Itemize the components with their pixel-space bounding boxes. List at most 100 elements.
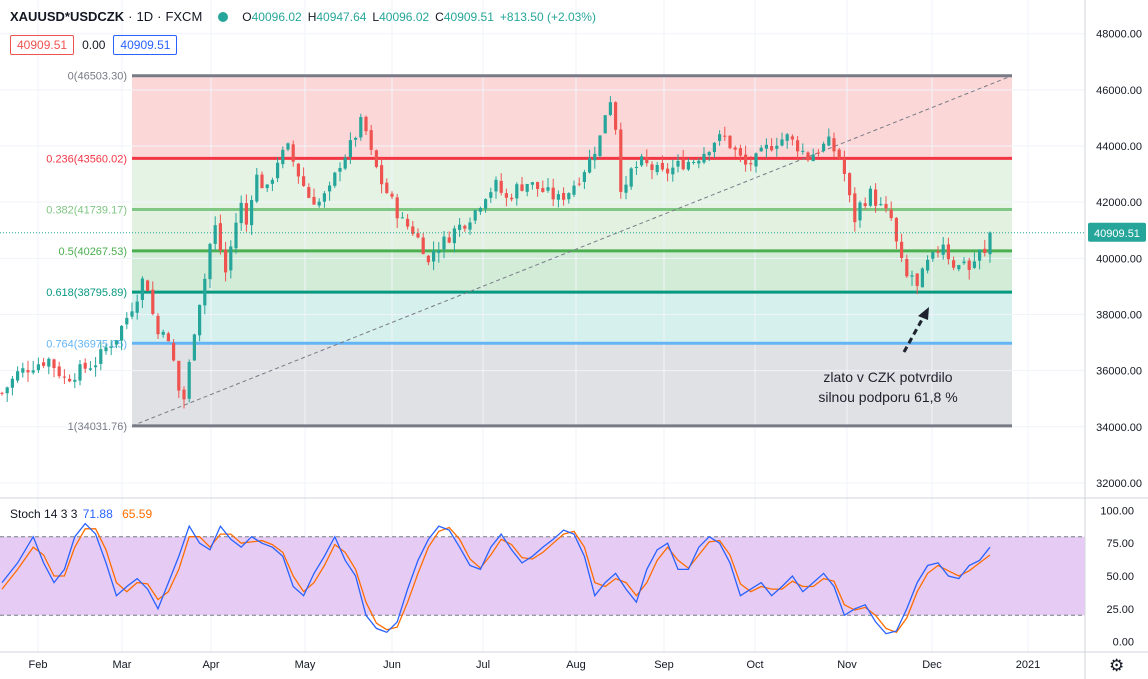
candle-body [166,333,170,342]
candle-body [775,145,779,149]
candle-body [99,349,103,364]
open-value: O40096.02 [242,10,301,24]
candle-body [796,140,800,152]
candle-body [494,179,498,192]
candle-body [608,102,612,115]
candle-body [192,334,196,361]
candle-body [499,180,503,193]
time-tick: May [295,659,316,671]
candle-body [104,347,108,352]
candle-body [614,102,618,130]
symbol-name[interactable]: XAUUSD*USDCZK [10,9,125,24]
price-tick: 36000.00 [1096,366,1142,378]
stoch-legend[interactable]: Stoch 14 3 3 71.88 65.59 [10,507,152,521]
low-number: 40096.02 [379,9,430,24]
candle-body [109,346,113,348]
candle-body [770,146,774,151]
candle-body [354,137,358,140]
candle-body [567,193,571,200]
candle-body [395,197,399,219]
gear-icon[interactable]: ⚙ [1109,656,1125,675]
price-tick: 42000.00 [1096,197,1142,209]
candle-body [135,301,139,313]
candle-body [837,149,841,159]
sell-button[interactable]: 40909.51 [10,35,75,55]
candle-body [276,162,280,179]
candle-body [619,129,623,192]
candle-body [307,187,311,198]
candle-body [764,144,768,149]
candle-body [265,184,269,189]
low-label: L [372,9,380,24]
candle-body [952,260,956,268]
candle-body [749,163,753,165]
candle-body [650,164,654,171]
candle-body [806,152,810,161]
candle-body [359,117,363,138]
candle-body [47,358,51,367]
candle-body [130,311,134,317]
stoch-tick: 100.00 [1100,505,1134,517]
fib-retracement[interactable]: 0(46503.30) 0.236(43560.02) 0.382(41739.17… [46,71,1013,433]
candle-body [889,209,893,219]
fib-label: 0.236(43560.02) [46,153,127,165]
candle-body [822,143,826,152]
candle-body [442,236,446,250]
candlesticks [0,96,992,409]
stoch-k-value: 71.88 [82,507,113,521]
time-tick: Apr [202,659,219,671]
fib-zone [132,209,1012,251]
high-label: H [307,9,317,24]
price-tick: 40000.00 [1096,253,1142,265]
candle-body [260,174,264,189]
stoch-d-value: 65.59 [122,507,153,521]
candle-body [198,304,202,336]
candle-body [458,224,462,230]
symbol-header: XAUUSD*USDCZK · 1D · FXCM O40096.02 H409… [10,9,602,24]
fib-label: 0.618(38795.89) [46,287,127,299]
candle-body [598,135,602,157]
candle-body [437,250,441,253]
candle-body [369,130,373,150]
interval-label[interactable]: 1D [136,9,154,24]
candle-body [988,232,992,255]
candle-body [801,150,805,152]
annotation-line1: zlato v CZK potvrdilo [823,369,952,385]
fib-zone [132,250,1012,293]
candle-body [816,152,820,154]
candle-body [884,203,888,209]
trade-panel: 40909.51 0.00 40909.51 [10,35,178,55]
spread-value: 0.00 [82,38,106,52]
high-number: 40947.64 [316,9,367,24]
candle-body [229,246,233,271]
close-label: C [435,9,444,24]
candle-body [525,183,529,192]
fib-zone [132,292,1012,344]
candle-body [811,154,815,162]
candle-body [16,371,20,381]
annotation-arrow [902,315,926,353]
candle-body [541,188,545,192]
candle-body [400,217,404,219]
high-value: H40947.64 [308,10,367,24]
candle-body [364,116,368,132]
candle-body [894,217,898,242]
time-tick: 2021 [1016,659,1040,671]
candle-body [114,340,118,345]
price-tick: 38000.00 [1096,309,1142,321]
stoch-params: 14 3 3 [44,507,78,521]
candle-body [593,153,597,161]
candle-body [473,210,477,221]
candle-body [577,183,581,185]
candle-body [676,160,680,167]
candle-body [920,268,924,288]
candle-body [380,165,384,185]
candle-body [328,185,332,192]
annotation[interactable]: zlato v CZK potvrdilo silnou podporu 61,8… [818,307,958,405]
candle-body [556,194,560,200]
candle-body [36,364,40,371]
time-tick: Oct [746,659,763,671]
candle-body [660,162,664,170]
buy-button[interactable]: 40909.51 [113,35,178,55]
